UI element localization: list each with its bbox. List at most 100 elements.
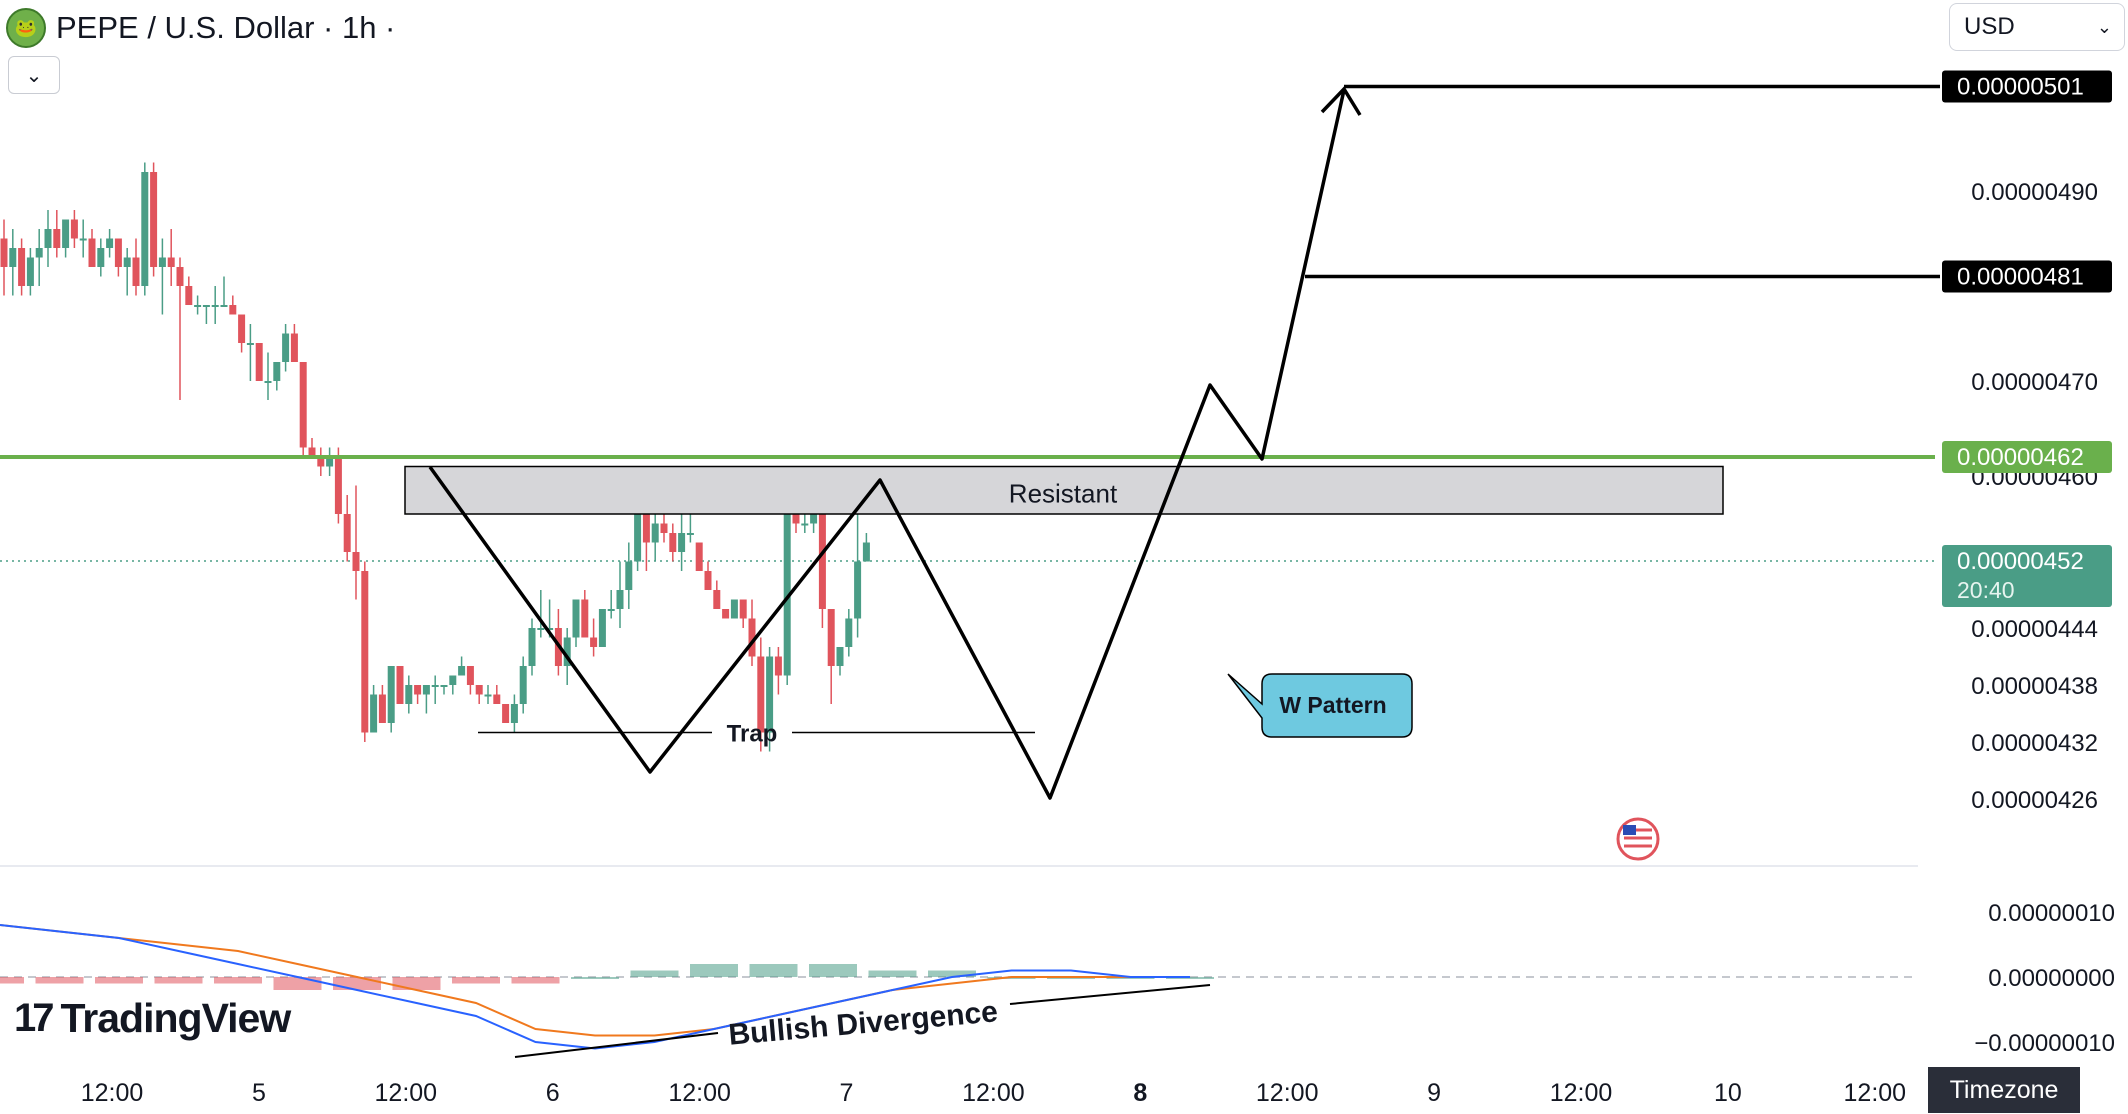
candle-body (88, 238, 96, 267)
candle-body (572, 599, 580, 638)
candle-body (660, 523, 668, 533)
candle-body (625, 561, 633, 590)
currency-select[interactable]: USD ⌄ (1949, 3, 2125, 51)
y-tick-label: 0.00000470 (1971, 369, 2098, 396)
candle-body (590, 637, 598, 647)
candle-body (774, 656, 782, 676)
macd-histogram-bar (154, 977, 203, 984)
currency-value: USD (1964, 13, 2015, 40)
candle-body (704, 571, 712, 590)
divergence-line-right (1009, 984, 1211, 1005)
candle-body (370, 694, 378, 733)
candle-body (563, 637, 571, 666)
y-tick-label: 0.00000490 (1971, 179, 2098, 206)
y-tick-label: 0.00000444 (1971, 616, 2098, 643)
candle-body (493, 694, 501, 704)
macd-signal-line (0, 924, 1190, 1037)
candle-body (854, 561, 862, 619)
candle-body (150, 172, 158, 267)
candle-body (748, 618, 756, 657)
candle-body (26, 257, 34, 286)
candle-body (255, 343, 263, 381)
candle-body (431, 685, 439, 687)
target-1-tag-bg (1942, 260, 2112, 293)
x-tick-label: 12:00 (668, 1079, 731, 1107)
candle-body (651, 523, 659, 543)
chevron-down-icon: ⌄ (25, 64, 43, 87)
macd-histogram-bar (452, 977, 500, 984)
candle-body (537, 628, 545, 630)
candle-body (273, 362, 281, 381)
macd-histogram-bar (868, 970, 917, 977)
support-tag-bg (1942, 441, 2112, 473)
timezone-button[interactable]: Timezone (1928, 1067, 2080, 1113)
candle-body (581, 599, 589, 638)
candle-body (730, 599, 738, 619)
target-1-tag-text: 0.00000481 (1957, 264, 2084, 291)
candle-body (79, 238, 87, 241)
candle-body (695, 542, 703, 571)
current-price-text: 0.00000452 (1957, 548, 2084, 575)
candle-body (546, 628, 554, 630)
candle-body (827, 609, 835, 666)
macd-histogram-bar (928, 970, 976, 977)
candle-body (326, 457, 334, 467)
candle-body (211, 305, 219, 307)
chevron-down-icon: ⌄ (2096, 16, 2112, 37)
candle-body (290, 333, 298, 362)
macd-y-tick-label: 0.00000010 (1988, 900, 2115, 927)
target-2-tag: 0.00000501 (1942, 70, 2112, 103)
candle-body (114, 238, 122, 267)
x-tick-label: 10 (1714, 1079, 1742, 1107)
y-tick-label: 0.00000426 (1971, 787, 2098, 814)
candle-body (396, 666, 404, 704)
macd-y-tick-label: −0.00000010 (1974, 1030, 2115, 1057)
candle-body (44, 229, 52, 248)
current-price-bg (1942, 545, 2112, 607)
candle-body (343, 514, 351, 552)
candle-body (845, 618, 853, 647)
collapse-button[interactable]: ⌄ (8, 56, 60, 94)
candle-body (818, 504, 826, 609)
macd-histogram-bar (0, 977, 24, 984)
macd-histogram-bar (630, 970, 679, 977)
symbol-title: PEPE / U.S. Dollar · 1h · (56, 10, 396, 45)
resistance-label: Resistant (1009, 479, 1118, 509)
candle-body (766, 656, 774, 733)
macd-histogram-bar (95, 977, 143, 984)
candle-body (722, 609, 730, 619)
candle-body (238, 314, 246, 343)
candle-body (106, 238, 114, 248)
symbol-header[interactable]: 🐸 PEPE / U.S. Dollar · 1h · (6, 6, 395, 50)
candle-body (449, 675, 457, 685)
support-tag: 0.00000462 (1942, 441, 2112, 473)
candle-body (678, 533, 686, 552)
x-tick-label: 8 (1133, 1079, 1147, 1107)
candle-body (466, 666, 474, 685)
candle-body (299, 362, 307, 448)
trap-label: Trap (727, 721, 778, 748)
candle-body (220, 305, 228, 307)
macd-histogram-bar (749, 964, 798, 977)
divergence-label: Bullish Divergence (727, 995, 999, 1051)
x-tick-label: 12:00 (1256, 1079, 1319, 1107)
candle-body (378, 694, 386, 723)
target-2-tag-bg (1942, 70, 2112, 103)
candle-body (264, 381, 272, 383)
x-tick-label: 7 (840, 1079, 854, 1107)
tradingview-logo[interactable]: 17 TradingView (14, 995, 291, 1042)
candle-body (70, 219, 78, 239)
candle-body (713, 590, 721, 609)
candle-body (387, 666, 395, 723)
candle-body (519, 666, 527, 704)
target-2-tag-text: 0.00000501 (1957, 74, 2084, 101)
x-tick-label: 12:00 (1844, 1079, 1907, 1107)
candle-body (352, 552, 360, 571)
macd-histogram-bar (809, 964, 857, 977)
us-flag-icon (1616, 817, 1660, 861)
x-tick-label: 6 (546, 1079, 560, 1107)
candle-body (282, 333, 290, 362)
candle-body (194, 305, 202, 307)
